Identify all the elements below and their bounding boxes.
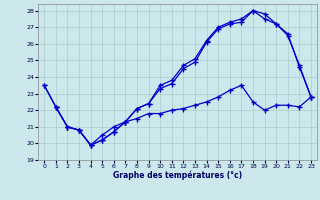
X-axis label: Graphe des températures (°c): Graphe des températures (°c) xyxy=(113,171,242,180)
